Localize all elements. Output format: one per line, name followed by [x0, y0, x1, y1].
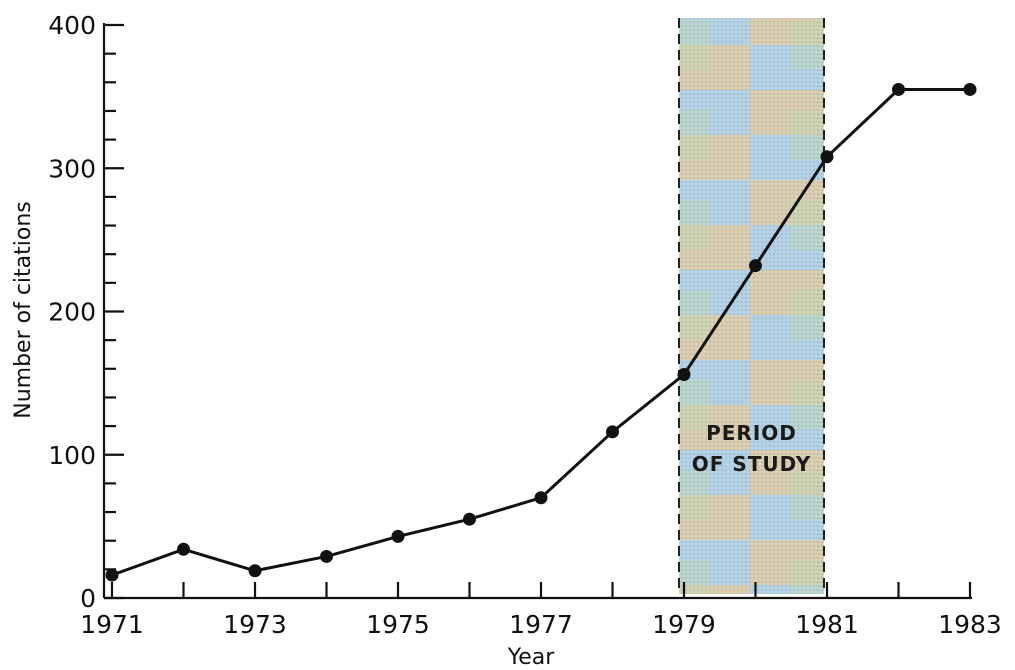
citations-series [105, 82, 977, 582]
labels: 0 100 200 300 400 1971 1973 1975 1977 1979 1981 198… [11, 11, 1002, 670]
x-tick-label: 1973 [223, 610, 287, 639]
x-tick-label: 1975 [366, 610, 430, 639]
y-tick-label: 400 [48, 11, 96, 40]
x-tick-label: 1983 [938, 610, 1002, 639]
period-of-study-label: PERIOD [706, 421, 797, 445]
data-point [177, 542, 190, 556]
data-point [820, 150, 834, 164]
period-of-study-label: OF STUDY [692, 452, 812, 476]
x-tick-label: 1971 [80, 610, 144, 639]
x-axis-title: Year [507, 645, 556, 670]
data-point [463, 512, 476, 526]
data-point [677, 368, 691, 382]
data-point [320, 549, 333, 563]
y-tick-label: 100 [48, 441, 96, 470]
data-point [892, 82, 905, 96]
y-tick-label: 300 [48, 154, 96, 183]
x-tick-label: 1981 [795, 610, 859, 639]
axes [102, 23, 972, 600]
data-point [749, 259, 762, 273]
data-point [105, 568, 119, 582]
data-point [606, 425, 619, 439]
y-axis-title: Number of citations [11, 201, 36, 419]
x-tick-label: 1977 [509, 610, 573, 639]
y-tick-label: 0 [80, 584, 96, 613]
x-tick-label: 1979 [652, 610, 716, 639]
data-point [248, 564, 262, 578]
period-of-study-region [678, 18, 825, 594]
y-tick-label: 200 [48, 298, 96, 327]
study-region-texture [679, 18, 824, 594]
data-point [534, 491, 548, 505]
data-point [391, 529, 405, 543]
data-point [963, 82, 977, 96]
